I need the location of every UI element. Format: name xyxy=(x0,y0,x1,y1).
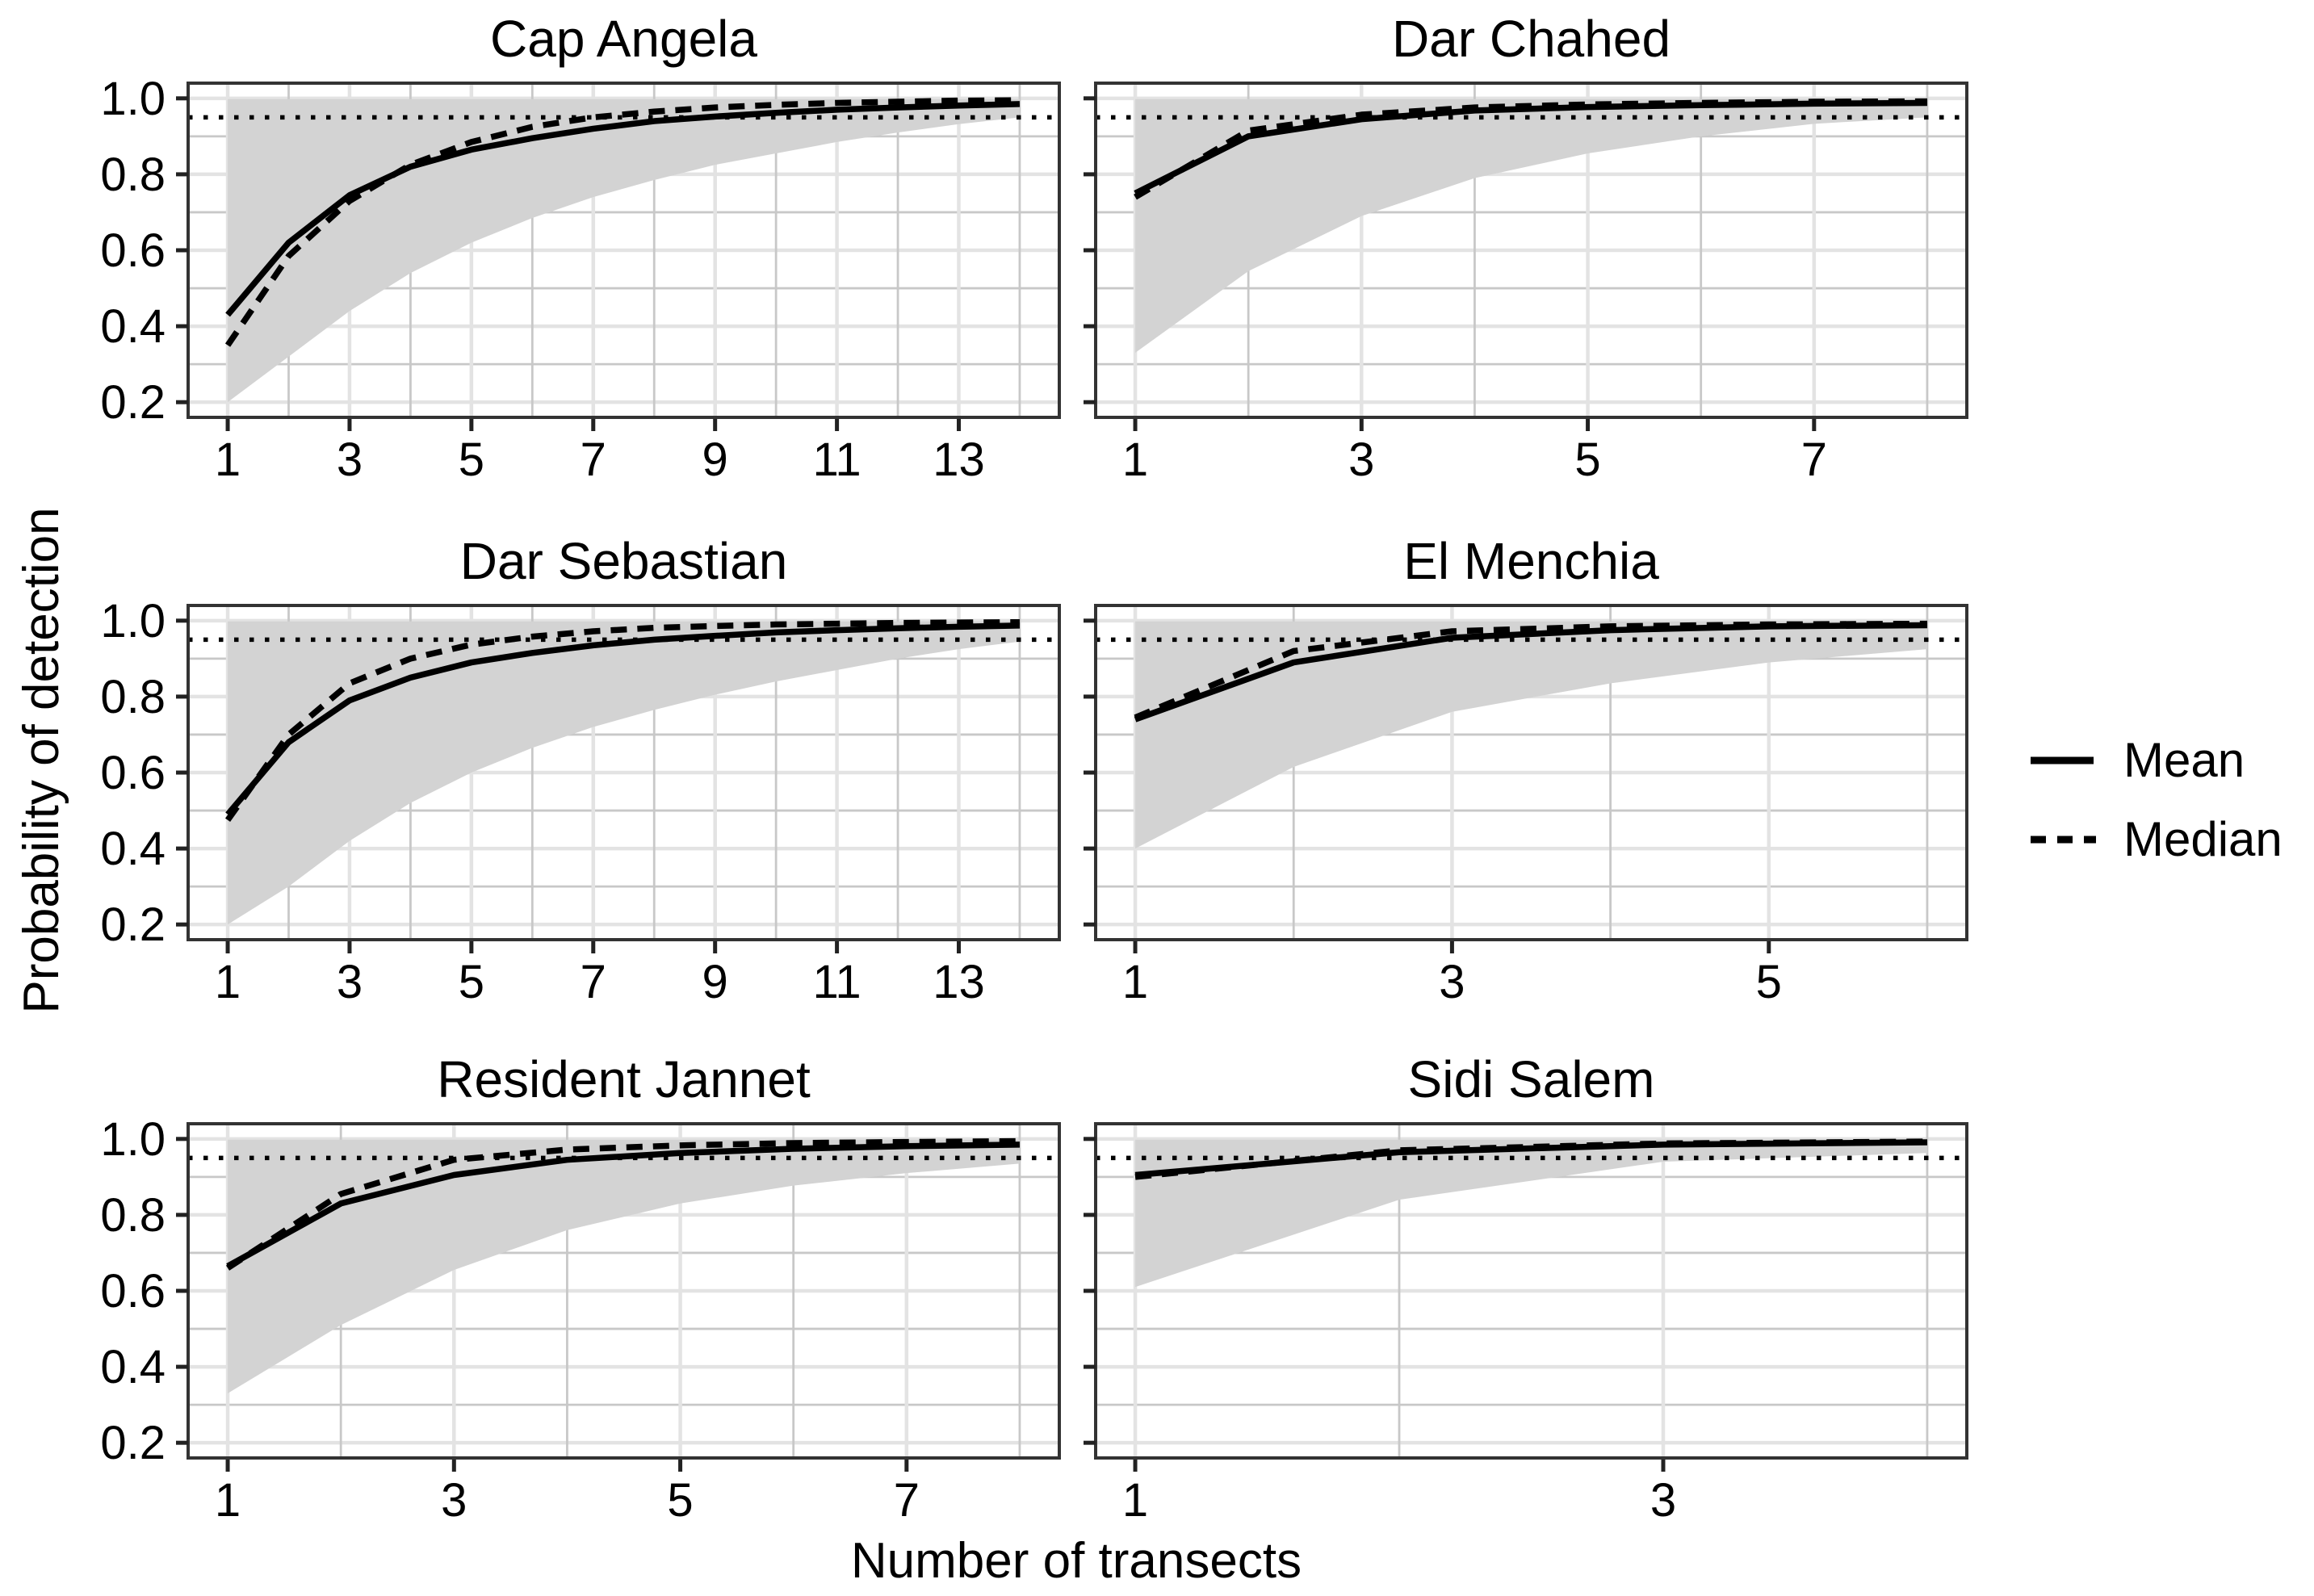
confidence-ribbon xyxy=(228,1139,1020,1394)
panel-title-cap-angela: Cap Angela xyxy=(490,10,757,68)
x-tick-label: 7 xyxy=(894,1474,920,1527)
x-tick-label: 5 xyxy=(459,434,484,486)
x-tick-label: 3 xyxy=(1439,956,1465,1008)
x-tick-label: 11 xyxy=(812,434,861,486)
median-line-key-icon xyxy=(2031,836,2096,844)
y-tick-label: 0.4 xyxy=(100,823,166,875)
x-tick-label: 1 xyxy=(1122,956,1148,1008)
y-tick-label: 0.8 xyxy=(100,671,166,723)
mean-line xyxy=(1134,1139,1927,1179)
panel-el-menchia: 1 3 5 xyxy=(1084,604,1968,1008)
y-tick-label: 0.2 xyxy=(100,899,166,951)
x-tick-label: 13 xyxy=(933,956,985,1008)
median-line xyxy=(1134,620,1927,721)
panel-dar-chahed: 1 3 5 7 xyxy=(1084,82,1968,486)
y-tick-label: 0.6 xyxy=(100,747,166,799)
mean-line xyxy=(226,1141,1021,1269)
y-tick-label: 0.2 xyxy=(100,1417,166,1469)
panel-title-dar-sebastian: Dar Sebastian xyxy=(459,532,788,590)
confidence-ribbon xyxy=(1135,621,1927,849)
x-tick-label: 3 xyxy=(337,434,363,486)
y-tick-label: 0.4 xyxy=(100,300,166,353)
legend-label-mean: Mean xyxy=(2123,733,2245,787)
y-tick-label: 0.8 xyxy=(100,149,166,201)
x-tick-label: 5 xyxy=(459,956,484,1008)
confidence-ribbon xyxy=(1135,98,1927,354)
panel-cap-angela: 1 3 5 7 9 11 130.20.40.60.81.0 xyxy=(100,73,1061,486)
panel-title-dar-chahed: Dar Chahed xyxy=(1391,10,1671,68)
panel-resident-jannet: 1 3 5 7 0.2 0.4 0.6 0.8 1.0 xyxy=(100,1113,1061,1527)
confidence-ribbon xyxy=(228,98,1020,403)
panel-title-resident-jannet: Resident Jannet xyxy=(437,1050,811,1108)
x-tick-label: 11 xyxy=(812,956,861,1008)
mean-line xyxy=(225,622,1021,817)
y-tick-label: 0.2 xyxy=(100,376,166,429)
panel-dar-sebastian: 1 3 5 7 9 11 130.20.40.60.81.0 xyxy=(100,595,1061,1008)
legend-item-mean: Mean xyxy=(2028,736,2283,785)
x-tick-label: 5 xyxy=(1756,956,1782,1008)
x-tick-label: 7 xyxy=(581,956,606,1008)
y-tick-label: 0.6 xyxy=(100,224,166,277)
x-tick-label: 5 xyxy=(667,1474,693,1527)
mean-line-key-icon xyxy=(2031,756,2094,764)
legend-item-median: Median xyxy=(2028,815,2283,864)
y-tick-label: 0.6 xyxy=(100,1265,166,1317)
y-tick-label: 1.0 xyxy=(100,595,166,647)
legend: Mean Median xyxy=(2028,736,2283,864)
x-tick-label: 5 xyxy=(1574,434,1600,486)
y-tick-label: 1.0 xyxy=(100,1113,166,1166)
x-tick-label: 7 xyxy=(581,434,606,486)
panel-title-el-menchia: El Menchia xyxy=(1403,532,1659,590)
x-tick-label: 1 xyxy=(215,434,241,486)
median-line xyxy=(224,618,1020,822)
x-tick-label: 13 xyxy=(933,434,985,486)
legend-label-median: Median xyxy=(2123,812,2283,866)
median-line xyxy=(1134,98,1927,200)
x-tick-label: 9 xyxy=(702,434,728,486)
x-tick-label: 7 xyxy=(1801,434,1827,486)
x-tick-label: 3 xyxy=(1348,434,1374,486)
x-tick-label: 3 xyxy=(1650,1474,1676,1527)
confidence-ribbon xyxy=(228,621,1020,925)
y-tick-label: 0.8 xyxy=(100,1189,166,1242)
x-tick-label: 1 xyxy=(215,1474,241,1527)
x-tick-label: 3 xyxy=(441,1474,467,1527)
x-tick-label: 1 xyxy=(215,956,241,1008)
confidence-ribbon xyxy=(1135,1139,1927,1288)
median-line xyxy=(224,97,1020,347)
x-tick-label: 1 xyxy=(1122,1474,1148,1527)
mean-line xyxy=(225,101,1021,317)
y-axis-title: Probability of detection xyxy=(14,507,69,1014)
x-tick-label: 9 xyxy=(702,956,728,1008)
y-tick-label: 1.0 xyxy=(100,73,166,125)
x-tick-label: 1 xyxy=(1122,434,1148,486)
panel-title-sidi-salem: Sidi Salem xyxy=(1407,1050,1655,1108)
x-axis-title: Number of transects xyxy=(850,1533,1302,1589)
y-tick-label: 0.4 xyxy=(100,1341,166,1393)
x-tick-label: 3 xyxy=(337,956,363,1008)
